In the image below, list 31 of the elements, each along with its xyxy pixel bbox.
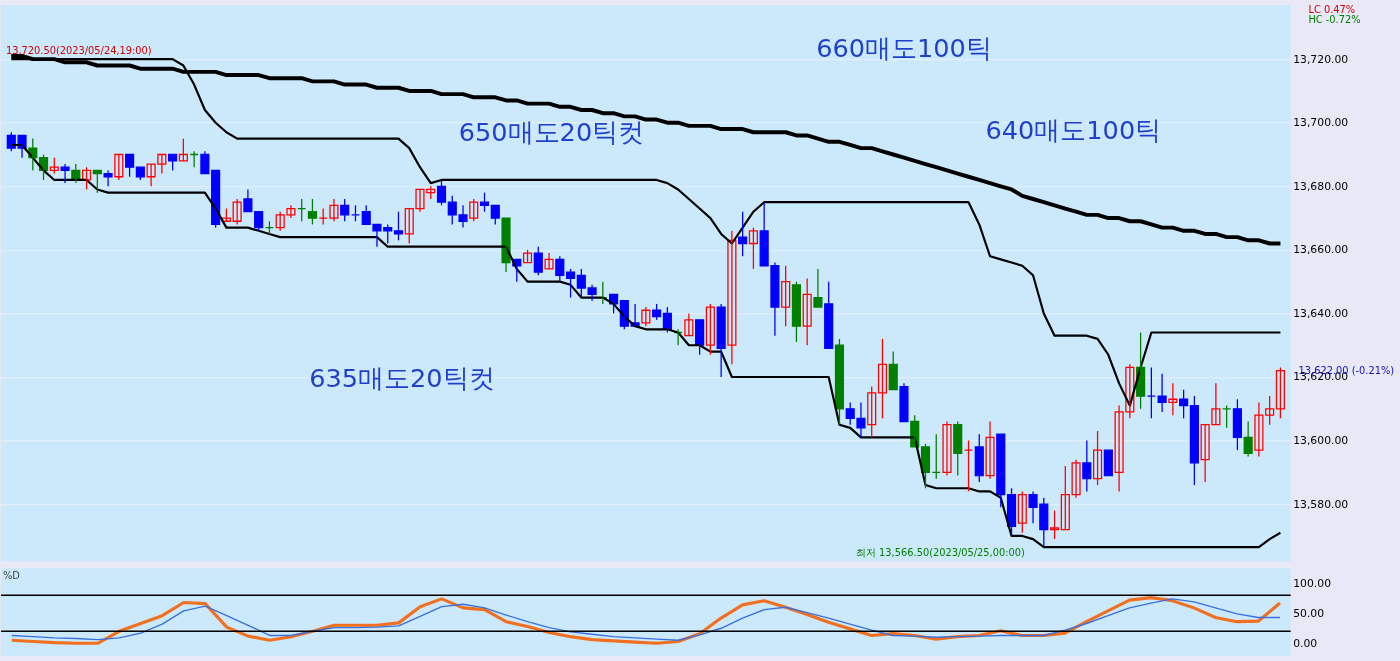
text: LC 0.47% [1308, 3, 1356, 15]
candlestick [393, 211, 404, 241]
y-tick-label: 100.00 [1293, 576, 1332, 590]
candlestick [565, 268, 576, 299]
candlestick [544, 252, 554, 270]
annotation: 660매도100틱 [816, 33, 992, 64]
candlestick [813, 268, 823, 308]
candlestick [125, 153, 135, 178]
y-tick-label: 13,580.00 [1293, 497, 1349, 511]
candlestick [340, 198, 350, 222]
candlestick [1049, 509, 1060, 540]
y-tick-label: 0.00 [1293, 636, 1318, 650]
candlestick [1103, 449, 1113, 477]
annotation: 640매도100틱 [985, 115, 1162, 146]
candlestick [1265, 395, 1275, 426]
annotation: 최저 13,566.50(2023/05/25,00:00) [855, 547, 1025, 559]
y-tick-label: 13,640.00 [1293, 306, 1349, 320]
y-tick-label: 50.00 [1293, 606, 1325, 620]
annotation: 13,720.50(2023/05/24,19:00) [5, 45, 152, 57]
y-tick-label: 13,660.00 [1293, 243, 1349, 257]
candlestick [533, 246, 543, 276]
y-tick-label: 13,600.00 [1293, 434, 1349, 448]
y-tick-label: 13,700.00 [1293, 116, 1349, 130]
annotation: 635매도20틱컷 [309, 363, 495, 394]
y-tick-label: 13,720.00 [1293, 52, 1349, 66]
annotation: %D [2, 570, 20, 582]
y-tick-label: 13,680.00 [1293, 179, 1349, 193]
text: HC -0.72% [1308, 13, 1361, 25]
candlestick [307, 198, 318, 226]
candlestick [178, 137, 188, 162]
annotation: 650매도20틱컷 [458, 116, 645, 147]
